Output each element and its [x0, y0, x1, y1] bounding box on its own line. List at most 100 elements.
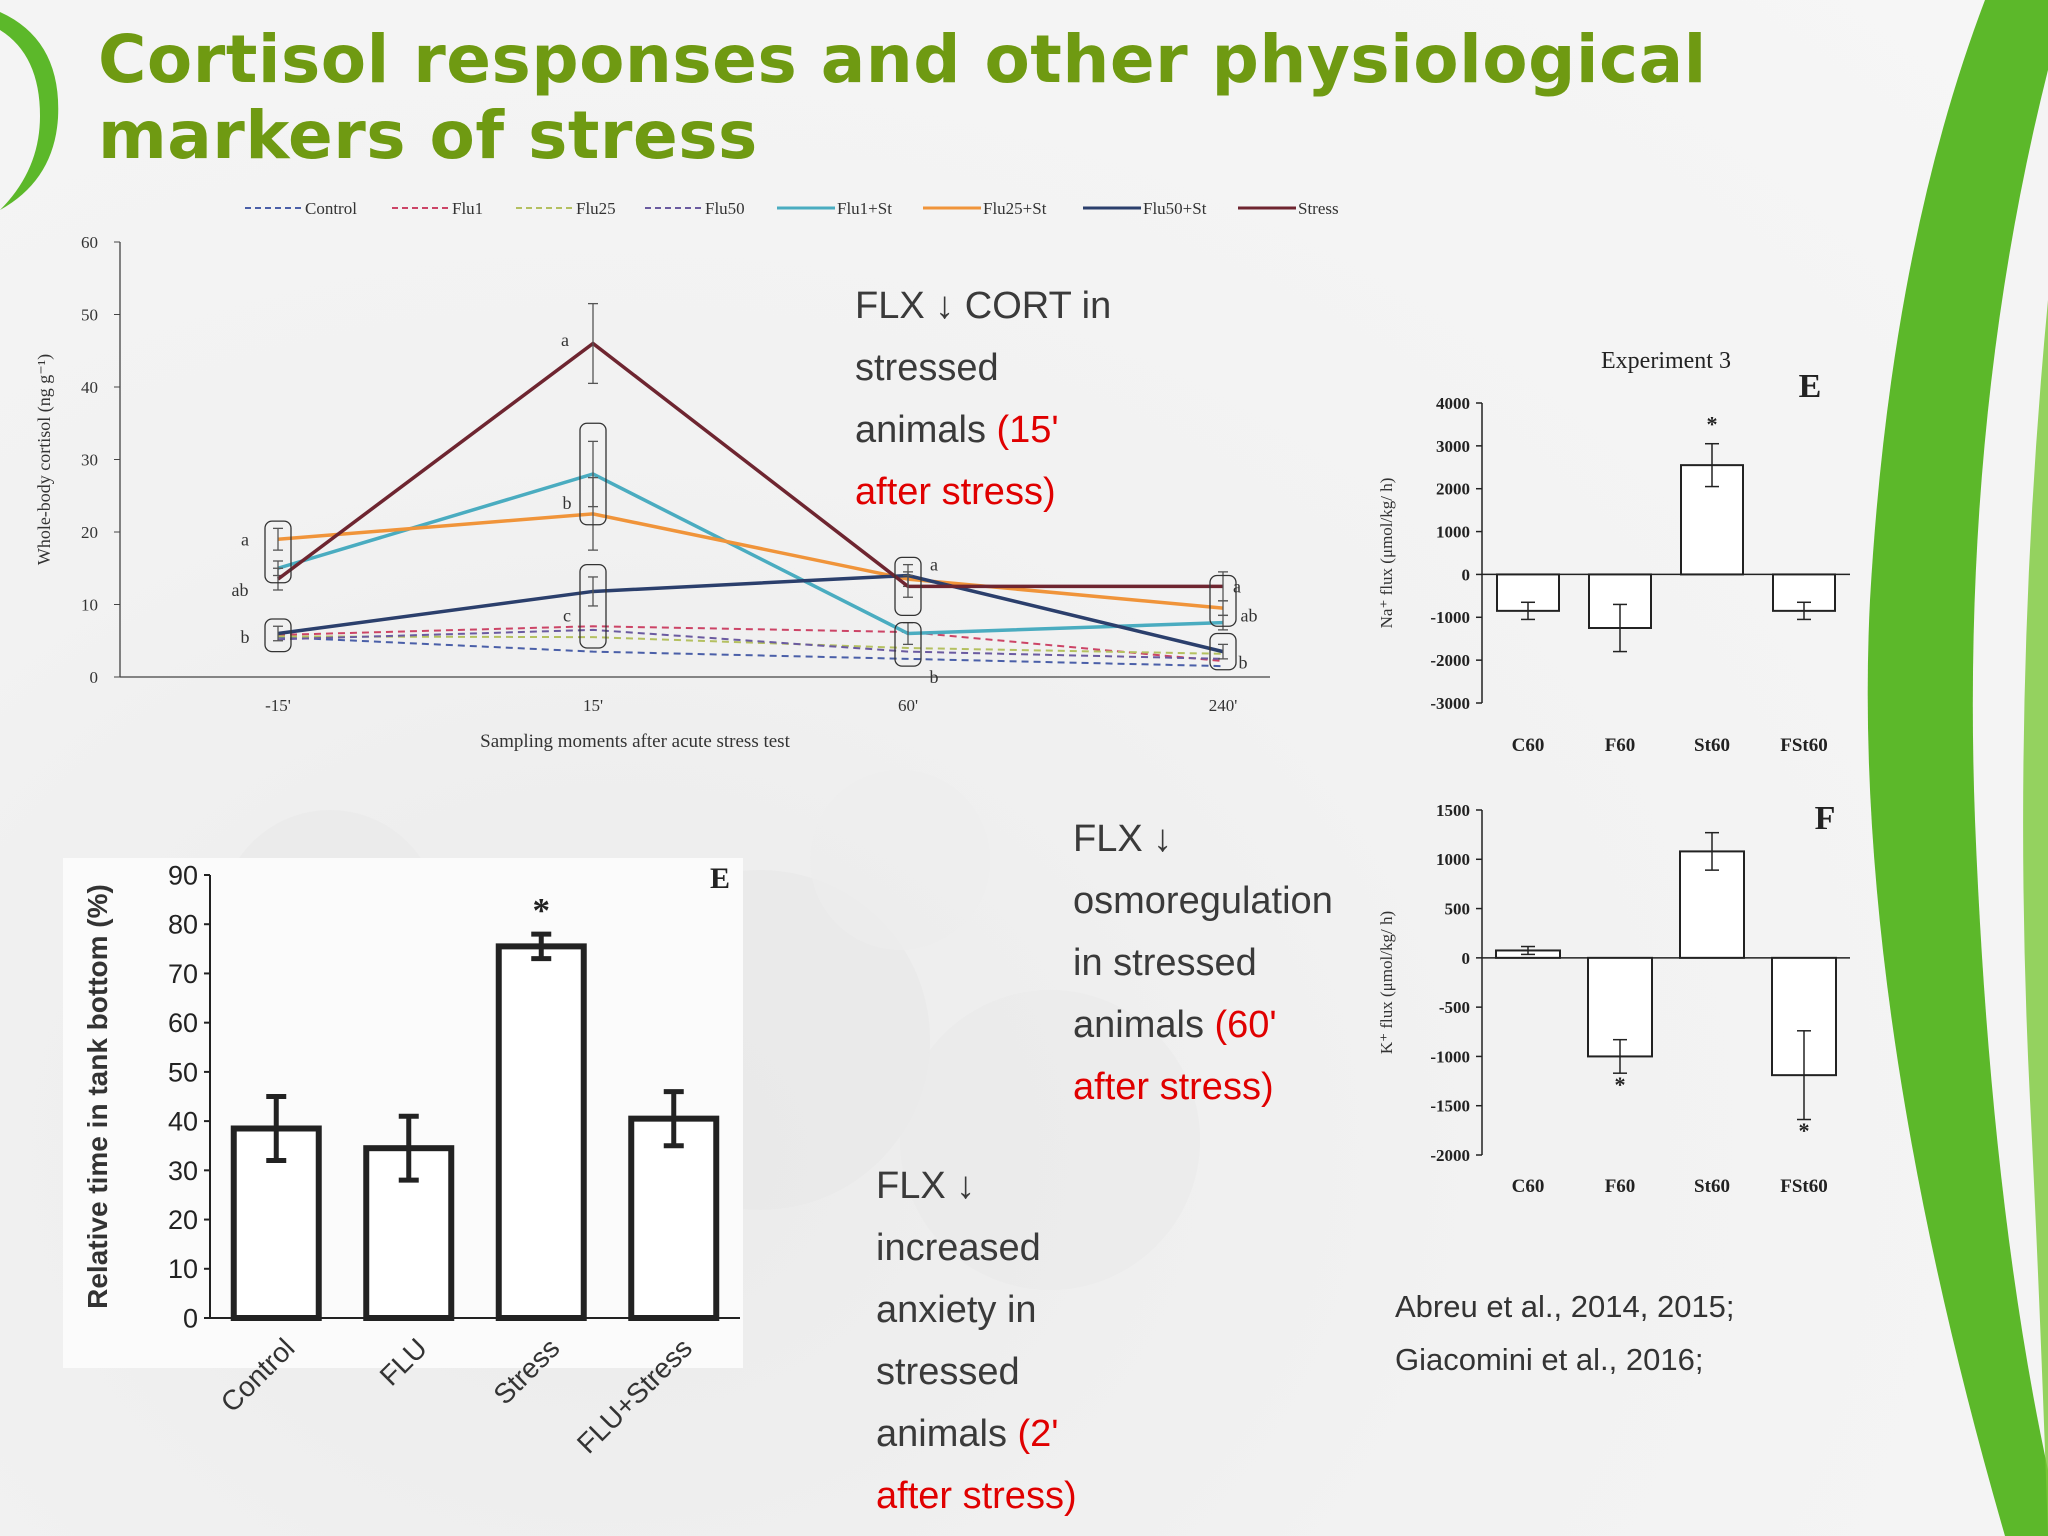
k-flux-chart-marks: -2000 -1500 -1000 -500 0 500 1000 1500 C60 * F60 St… [1377, 800, 1850, 1197]
group-letter: ab [232, 580, 249, 600]
series-line-stress [276, 341, 1223, 589]
y-tick-label: 1500 [1436, 801, 1470, 820]
note-highlight: (15' [996, 409, 1059, 451]
significance-mark: * [532, 891, 550, 930]
category-label: F60 [1605, 735, 1636, 756]
y-tick-label: 70 [168, 959, 198, 989]
cortisol-series [273, 302, 1228, 668]
legend-label: Flu1+St [837, 199, 892, 218]
y-tick-label: 30 [81, 451, 98, 470]
note-text: animals [855, 409, 997, 451]
y-tick-label: 0 [90, 668, 99, 687]
y-axis-title: Whole-body cortisol (ng g⁻¹) [34, 354, 55, 565]
note-line: animals (15' [855, 399, 1111, 461]
y-tick-label: 60 [81, 233, 98, 252]
legend-label: Flu25+St [983, 199, 1047, 218]
panel-letter: F [1815, 800, 1836, 837]
cortisol-legend: Control Flu1 Flu25 Flu50 Flu1+St Flu25+St Flu5… [245, 199, 1339, 218]
note-line: stressed [855, 347, 999, 389]
reference-line: Abreu et al., 2014, 2015; [1395, 1289, 1735, 1324]
y-tick-label: 0 [1462, 565, 1471, 584]
group-letter: a [561, 330, 569, 350]
y-tick-label: -3000 [1430, 694, 1470, 713]
legend-label: Stress [1298, 199, 1339, 218]
note-line: osmoregulation [1073, 880, 1333, 922]
note-line: anxiety in [876, 1289, 1037, 1331]
y-tick-label: 20 [168, 1205, 198, 1235]
x-axis-title: Sampling moments after acute stress test [480, 731, 790, 752]
legend-label: Control [305, 199, 357, 218]
group-box [1209, 632, 1237, 671]
note-highlight: after stress) [855, 471, 1056, 513]
note-highlight: after stress) [876, 1475, 1077, 1517]
y-tick-label: -1000 [1430, 1047, 1470, 1066]
group-letter: b [1239, 653, 1248, 673]
note-osmoregulation: FLX ↓ osmoregulation in stressed animals… [1073, 808, 1333, 1118]
note-line: stressed [876, 1351, 1020, 1393]
y-tick-label: 0 [183, 1303, 198, 1333]
y-axis-title: K⁺ flux (μmol/kg/ h) [1377, 911, 1396, 1054]
x-tick-label: 240' [1209, 696, 1238, 715]
group-letter: a [1233, 576, 1241, 596]
note-text: animals [1073, 1004, 1215, 1046]
bar-stress [495, 943, 587, 1321]
group-box [894, 621, 922, 667]
note-line: FLX ↓ [876, 1165, 976, 1207]
significance-mark: * [1706, 412, 1717, 437]
corner-arc [0, 12, 59, 210]
y-tick-label: 50 [81, 306, 98, 325]
significance-mark: * [1614, 1072, 1625, 1097]
y-tick-label: 50 [168, 1057, 198, 1087]
note-line: increased [876, 1227, 1041, 1269]
y-tick-label: 80 [168, 910, 198, 940]
y-tick-label: 20 [81, 523, 98, 542]
note-anxiety: FLX ↓ increased anxiety in stressed anim… [876, 1155, 1077, 1527]
y-tick-label: 60 [168, 1008, 198, 1038]
y-tick-label: 4000 [1436, 394, 1470, 413]
series-line-flu1 [277, 625, 1224, 663]
panel-letter: E [1799, 368, 1822, 405]
y-tick-label: -1500 [1430, 1097, 1470, 1116]
series-line-flu25-st [277, 512, 1224, 610]
series-line-flu1-st [277, 472, 1224, 636]
y-tick-label: -2000 [1430, 1146, 1470, 1165]
group-letter: c [563, 605, 571, 625]
y-tick-label: 10 [168, 1254, 198, 1284]
side-swoosh-inner [1972, 70, 2048, 1470]
category-label: C60 [1512, 735, 1545, 756]
cortisol-axes: 0 10 20 30 40 50 60 -15' 15' 60' 240' Sampling mome… [34, 233, 1270, 752]
note-highlight: (60' [1214, 1004, 1277, 1046]
side-swoosh-light [2023, 300, 2048, 1536]
y-axis-title: Relative time in tank bottom (%) [82, 884, 113, 1309]
y-tick-label: 1000 [1436, 523, 1470, 542]
group-letter: a [241, 529, 249, 549]
note-line: FLX ↓ [1073, 818, 1173, 860]
bar-flu-stress [628, 1115, 720, 1321]
significance-mark: * [1798, 1118, 1809, 1143]
y-tick-label: 3000 [1436, 437, 1470, 456]
y-tick-label: 1000 [1436, 850, 1470, 869]
series-line-flu50-st [277, 573, 1224, 654]
group-box [579, 563, 607, 649]
group-box [264, 520, 292, 584]
group-box [1209, 574, 1237, 627]
note-highlight: (2' [1017, 1413, 1059, 1455]
y-tick-label: -1000 [1430, 608, 1470, 627]
y-axis-title: Na⁺ flux (μmol/kg/ h) [1377, 478, 1396, 629]
y-tick-label: 40 [168, 1107, 198, 1137]
group-box [264, 618, 292, 653]
bokeh-circle [810, 770, 990, 950]
series-line-flu25 [277, 635, 1224, 655]
references: Abreu et al., 2014, 2015; Giacomini et a… [1395, 1280, 1735, 1386]
note-highlight: after stress) [1073, 1066, 1274, 1108]
note-line: FLX ↓ CORT in [855, 285, 1112, 327]
group-letter: b [563, 493, 572, 513]
group-box [579, 422, 607, 526]
category-label: C60 [1512, 1176, 1545, 1197]
legend-label: Flu50+St [1143, 199, 1207, 218]
title-line-1: Cortisol responses and other physiologic… [98, 21, 1707, 98]
panel-letter: E [710, 862, 730, 895]
category-label: FSt60 [1780, 735, 1828, 756]
